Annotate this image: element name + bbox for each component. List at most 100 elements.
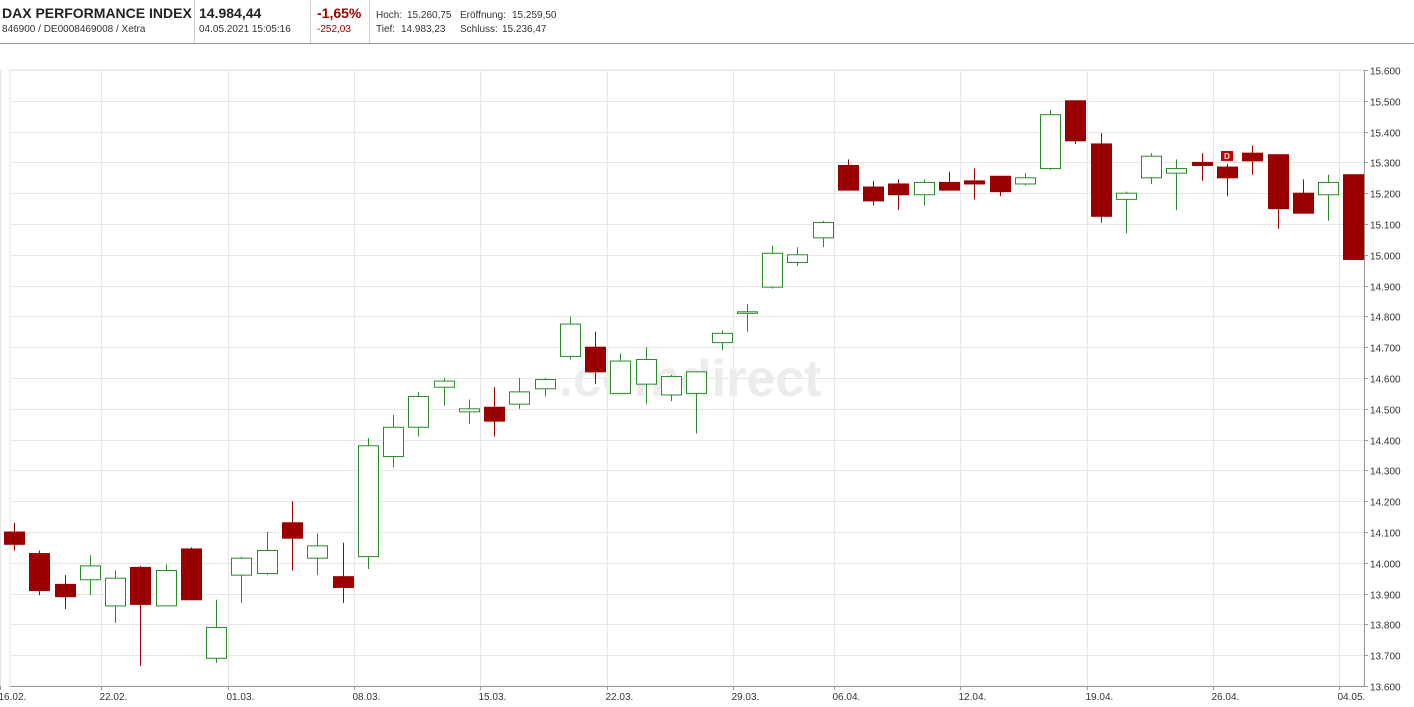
candle: [282, 501, 303, 571]
candle: [55, 575, 76, 609]
candle-body: [686, 371, 707, 394]
candle: [1343, 174, 1364, 260]
candle: [408, 391, 429, 437]
candle: [434, 378, 455, 406]
candle-body: [1091, 143, 1112, 217]
candle-body: [1343, 174, 1364, 260]
candle-body: [1192, 161, 1213, 166]
candle: [914, 179, 935, 206]
open-label: Eröffnung:: [460, 10, 506, 21]
x-tick-label: 22.02.: [100, 692, 128, 703]
y-tick-label: 15.200: [1370, 190, 1401, 201]
candle: [762, 245, 783, 289]
x-tick-label: 22.03.: [606, 692, 634, 703]
candle-body: [1040, 114, 1061, 170]
candle: [1268, 154, 1289, 229]
candle-body: [156, 570, 177, 607]
low-value: 14.983,23: [401, 24, 446, 35]
y-tick-label: 14.600: [1370, 375, 1401, 386]
candle-body: [434, 380, 455, 388]
ohlc-cell: Hoch: 15.260,75 Eröffnung: 15.259,50 Tie…: [370, 0, 600, 43]
dividend-marker: [1221, 150, 1233, 161]
candle-body: [1065, 100, 1086, 142]
candle: [610, 353, 631, 394]
candle: [1141, 153, 1162, 184]
change-cell: -1,65% -252,03: [311, 0, 370, 43]
candle-body: [206, 626, 227, 659]
candle: [939, 171, 960, 191]
y-tick-label: 15.600: [1370, 67, 1401, 78]
y-tick-label: 14.700: [1370, 344, 1401, 355]
x-tick-label: 01.03.: [227, 692, 255, 703]
y-tick-label: 14.800: [1370, 313, 1401, 324]
candle-body: [1217, 166, 1238, 179]
candle-body: [610, 360, 631, 394]
x-tick-label: 08.03.: [353, 692, 381, 703]
y-tick-label: 15.500: [1370, 98, 1401, 109]
quote-datetime: 04.05.2021 15:05:16: [199, 24, 291, 35]
candle: [712, 330, 733, 351]
candlestick-chart[interactable]: .comdirect D 13.60013.70013.80013.90014.…: [0, 44, 1414, 707]
candle-body: [585, 346, 606, 373]
candle: [358, 438, 379, 569]
candle: [838, 159, 859, 191]
price-cell: 14.984,44 04.05.2021 15:05:16: [195, 0, 311, 43]
candle: [1015, 173, 1036, 186]
instrument-title[interactable]: DAX PERFORMANCE INDEX: [2, 5, 192, 21]
change-percent: -1,65%: [317, 5, 362, 21]
candle-body: [105, 577, 126, 607]
candle-body: [1015, 177, 1036, 185]
candle-body: [29, 553, 50, 592]
y-tick-label: 15.000: [1370, 252, 1401, 263]
candle: [80, 555, 101, 596]
candles: [4, 100, 1364, 666]
y-tick-label: 14.100: [1370, 529, 1401, 540]
candle: [990, 175, 1011, 197]
x-tick-label: 19.04.: [1086, 692, 1114, 703]
candle-body: [1318, 181, 1339, 196]
candle-body: [408, 395, 429, 428]
high-value: 15.260,75: [407, 10, 452, 21]
change-absolute: -252,03: [317, 24, 351, 35]
x-tick-label: 06.04.: [833, 692, 861, 703]
candle: [206, 599, 227, 663]
candle-body: [888, 183, 909, 196]
candle-body: [55, 583, 76, 598]
candle: [560, 316, 581, 360]
candle: [1217, 163, 1238, 197]
candle: [585, 331, 606, 385]
candle-body: [307, 545, 328, 559]
candle-body: [1293, 192, 1314, 214]
candle-body: [939, 181, 960, 191]
candle: [737, 304, 758, 332]
candle-body: [484, 406, 505, 422]
candle-body: [914, 181, 935, 196]
instrument-identifiers: 846900 / DE0008469008 / Xetra: [2, 24, 146, 35]
candle: [1040, 110, 1061, 171]
y-tick-label: 14.200: [1370, 498, 1401, 509]
candle: [813, 220, 834, 248]
candle-body: [535, 379, 556, 390]
candle-body: [1116, 192, 1137, 200]
x-tick-label: 12.04.: [959, 692, 987, 703]
candle-body: [282, 522, 303, 539]
quote-header: DAX PERFORMANCE INDEX 846900 / DE0008469…: [0, 0, 1414, 44]
candle: [1192, 153, 1213, 181]
y-tick-label: 13.600: [1370, 683, 1401, 694]
open-value: 15.259,50: [512, 10, 557, 21]
instrument-cell: DAX PERFORMANCE INDEX 846900 / DE0008469…: [0, 0, 195, 43]
candle: [231, 556, 252, 603]
candle: [156, 564, 177, 607]
candle: [29, 550, 50, 596]
high-label: Hoch:: [376, 10, 403, 21]
candle: [1116, 191, 1137, 234]
candle: [4, 522, 25, 551]
y-tick-label: 15.300: [1370, 159, 1401, 170]
candle: [1318, 174, 1339, 221]
annotations: D: [1221, 150, 1233, 161]
x-tick-label: 16.02.: [0, 692, 26, 703]
candle: [459, 399, 480, 425]
candle: [1166, 159, 1187, 211]
candle-body: [181, 548, 202, 601]
candle-body: [231, 557, 252, 576]
